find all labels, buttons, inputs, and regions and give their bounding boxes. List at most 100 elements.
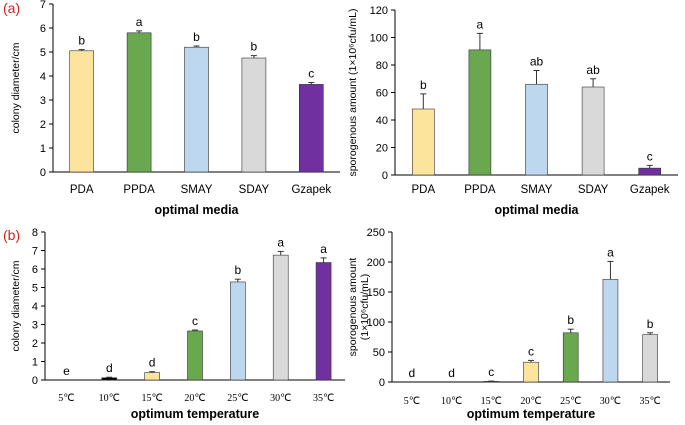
x-axis-title: optimum temperature: [467, 407, 596, 421]
category-label: Gzapek: [291, 184, 331, 196]
y-tick-label: 6: [40, 23, 46, 35]
significance-label: c: [308, 66, 314, 80]
y-axis-title: colony diameter/cm: [10, 260, 22, 351]
significance-label: a: [477, 17, 484, 31]
y-tick-label: 2: [40, 119, 46, 131]
bar: [272, 254, 289, 381]
y-tick-label: 100: [370, 33, 388, 45]
significance-label: ab: [530, 55, 544, 69]
bar: [411, 108, 435, 176]
bar: [315, 262, 332, 381]
y-axis-title: sporogenous amount (1×10⁶cfu/mL): [347, 8, 359, 176]
significance-label: b: [567, 313, 574, 327]
category-label: 25℃: [227, 393, 248, 404]
bar: [184, 46, 209, 173]
bar: [523, 361, 539, 383]
significance-label: d: [448, 366, 455, 380]
category-label: PDA: [411, 184, 435, 196]
category-label: PPDA: [123, 184, 155, 196]
y-axis-title: sporogenous amount: [347, 258, 359, 357]
significance-label: b: [193, 30, 200, 44]
category-label: 10℃: [441, 396, 462, 407]
y-tick-label: 20: [376, 143, 388, 155]
category-label: 20℃: [184, 393, 205, 404]
y-tick-label: 4: [40, 71, 46, 83]
y-axis-title: colony diameter/cm: [10, 42, 22, 133]
category-label: SDAY: [578, 184, 609, 196]
y-tick-label: 50: [373, 347, 385, 359]
significance-label: c: [647, 149, 653, 163]
category-label: 5℃: [58, 393, 74, 404]
y-tick-label: 3: [40, 95, 46, 107]
category-label: SMAY: [521, 184, 553, 196]
significance-label: b: [78, 34, 85, 48]
y-tick-label: 1: [32, 357, 38, 369]
panel-label-b: (b): [3, 227, 20, 243]
bar: [187, 330, 203, 381]
x-axis-title: optimal media: [154, 203, 239, 217]
significance-label: d: [409, 366, 416, 380]
y-tick-label: 80: [376, 60, 388, 72]
significance-label: c: [192, 314, 198, 328]
y-tick-label: 0: [40, 167, 46, 179]
category-label: Gzapek: [630, 184, 670, 196]
category-label: SDAY: [239, 184, 270, 196]
y-tick-label: 7: [32, 246, 38, 258]
y-tick-label: 1: [40, 143, 46, 155]
y-tick-label: 2: [32, 338, 38, 350]
y-tick-label: 6: [32, 264, 38, 276]
bar: [241, 57, 267, 173]
bar: [126, 32, 152, 173]
significance-label: a: [136, 15, 143, 29]
category-label: PDA: [70, 184, 94, 196]
category-label: 10℃: [99, 393, 120, 404]
category-label: 20℃: [520, 396, 541, 407]
y-tick-label: 200: [367, 257, 385, 269]
y-tick-label: 5: [40, 47, 46, 59]
y-tick-label: 40: [376, 115, 388, 127]
panel-label-a: (a): [3, 0, 20, 16]
y-tick-label: 4: [32, 301, 38, 313]
charts-group: 0 1 2 3 4 5 6 7 b PDA a PPDA b SMAY b SDAY c Gzapek optima…: [10, 0, 678, 421]
bar: [101, 377, 118, 381]
bar: [525, 83, 548, 176]
bar: [230, 281, 246, 381]
significance-label: c: [488, 365, 494, 379]
bar: [298, 84, 324, 173]
y-tick-label: 100: [367, 317, 385, 329]
y-tick-label: 150: [367, 287, 385, 299]
category-label: 5℃: [404, 396, 420, 407]
significance-label: ab: [586, 63, 600, 77]
significance-label: a: [607, 245, 614, 259]
significance-label: a: [320, 242, 327, 256]
y-tick-label: 7: [40, 0, 46, 11]
y-tick-label: 250: [367, 227, 385, 239]
bar: [602, 279, 619, 383]
category-label: 15℃: [481, 396, 502, 407]
y-axis-title-line2: (1×10⁶cfu/mL): [359, 274, 371, 340]
y-tick-label: 60: [376, 88, 388, 100]
significance-label: d: [149, 356, 156, 370]
significance-label: b: [647, 317, 654, 331]
category-label: PPDA: [464, 184, 496, 196]
category-label: SMAY: [181, 184, 213, 196]
category-label: 15℃: [142, 393, 163, 404]
significance-label: c: [528, 344, 534, 358]
y-tick-label: 3: [32, 320, 38, 332]
category-label: 35℃: [313, 393, 334, 404]
y-tick-label: 0: [32, 375, 38, 387]
bar: [468, 49, 492, 176]
category-label: 25℃: [560, 396, 581, 407]
significance-label: b: [251, 40, 258, 54]
x-axis-title: optimum temperature: [131, 407, 260, 421]
significance-label: e: [63, 364, 70, 378]
significance-label: a: [277, 235, 284, 249]
y-tick-label: 120: [370, 5, 388, 17]
category-label: 35℃: [640, 396, 661, 407]
significance-label: b: [420, 78, 427, 92]
y-tick-label: 0: [382, 170, 388, 182]
y-tick-label: 8: [32, 227, 38, 239]
significance-label: d: [106, 361, 113, 375]
y-tick-label: 5: [32, 283, 38, 295]
